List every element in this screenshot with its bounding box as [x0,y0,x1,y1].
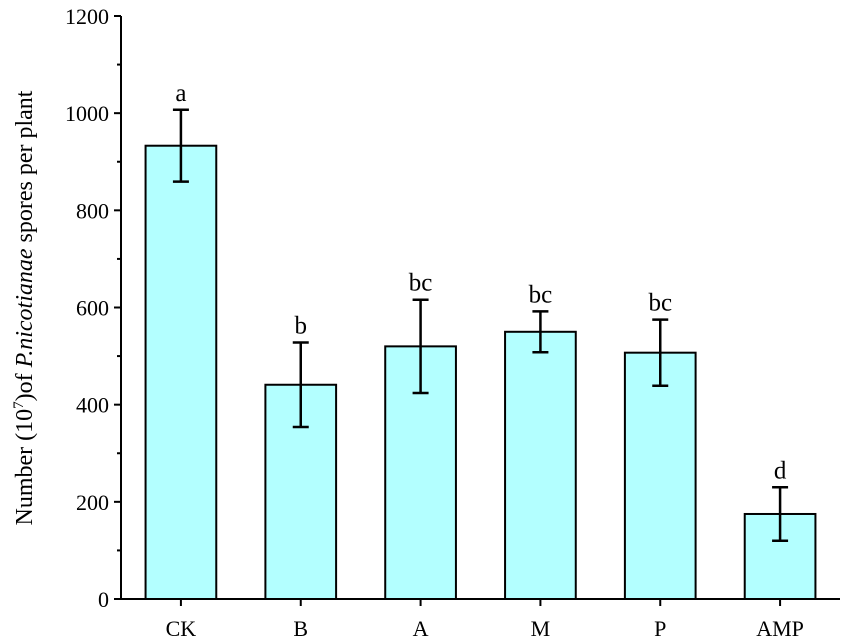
y-axis-title-italic: P.nicotianae [12,248,38,368]
y-tick-label-800: 800 [76,198,109,223]
x-tick-label-ck: CK [166,616,197,641]
significance-label-ck: a [175,80,186,107]
axes-group [120,16,840,600]
y-tick-label-1000: 1000 [65,101,109,126]
significance-label-amp: d [774,457,787,484]
bar-ck [144,144,218,600]
x-tick-label-amp: AMP [756,616,804,641]
y-tick-label-0: 0 [98,587,109,612]
y-tick-label-200: 200 [76,490,109,515]
error-bars-group [172,108,789,542]
significance-label-m: bc [529,281,553,308]
significance-label-b: b [295,312,308,339]
bar-p [623,351,697,600]
y-ticks-group: 0 200 400 600 800 1000 1200 [65,4,121,612]
y-axis-title: Number (107)of P.nicotianae spores per p… [11,90,38,525]
y-tick-label-600: 600 [76,296,109,321]
bar-m [504,330,577,600]
y-tick-label-1200: 1200 [65,4,109,29]
significance-label-p: bc [648,290,672,317]
significance-labels-group: a b bc bc bc d [175,80,786,484]
y-axis-title-suffix: spores per plant [12,90,38,248]
y-axis-title-middle: )of [12,367,38,401]
x-tick-label-b: B [293,616,308,641]
x-tick-label-m: M [531,616,551,641]
x-tick-label-a: A [413,616,429,641]
x-tick-label-p: P [654,616,666,641]
significance-label-a: bc [409,270,433,297]
x-ticks-group: CK B A M P AMP [166,599,804,641]
y-tick-label-400: 400 [76,393,109,418]
bars-group [144,144,817,601]
y-axis-title-superscript: 7 [11,401,27,409]
y-axis-title-prefix: Number (10 [12,409,38,526]
